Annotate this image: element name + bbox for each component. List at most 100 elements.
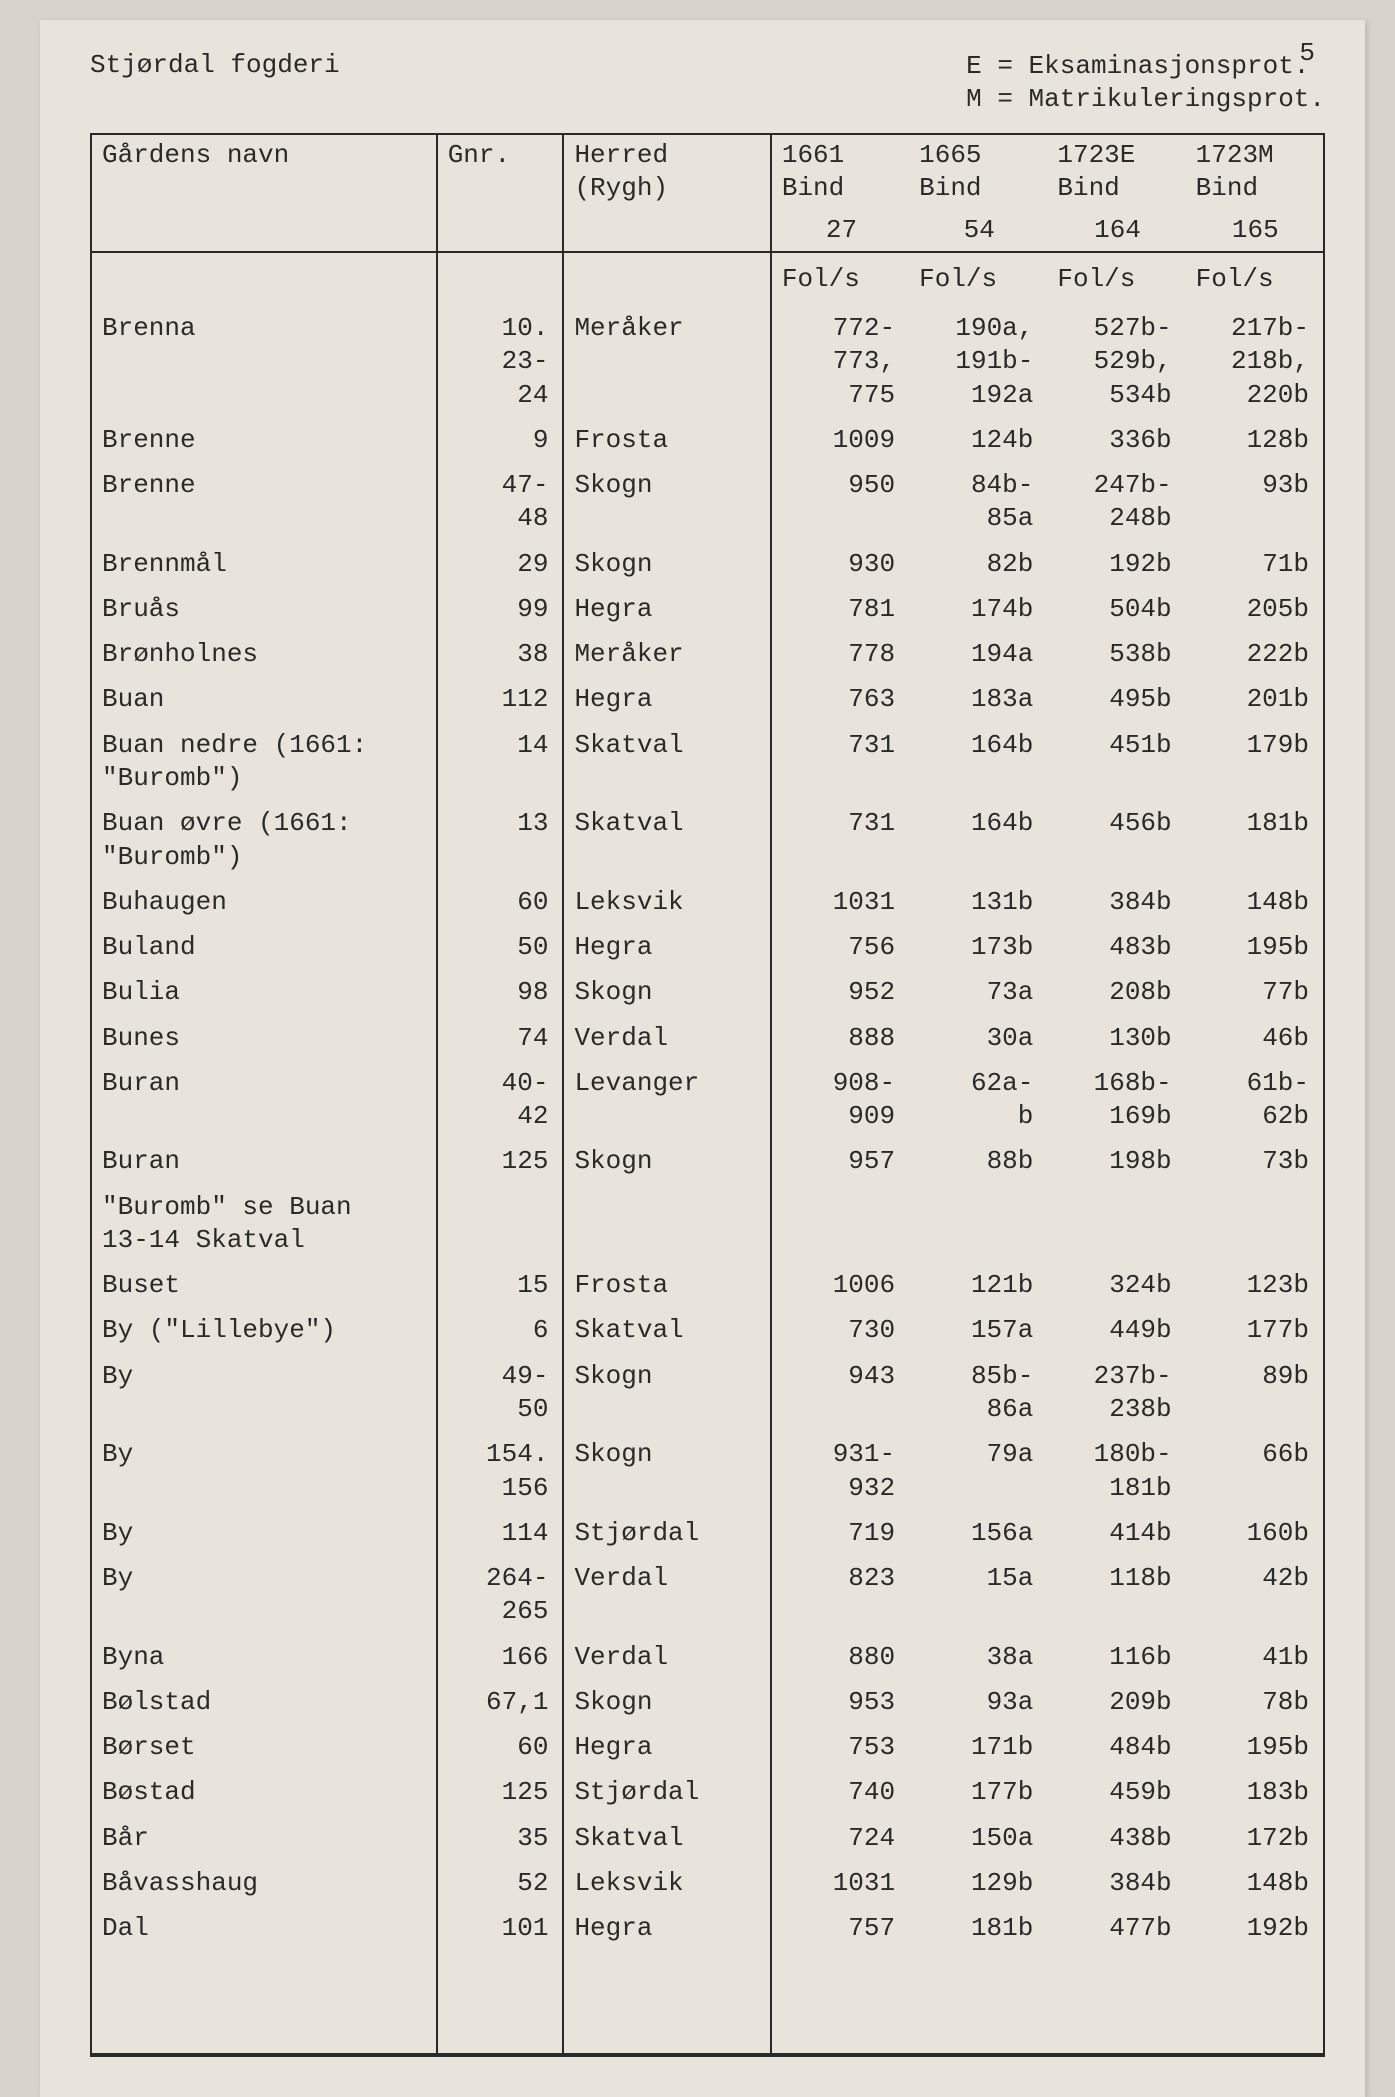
table-row: Bulia98Skogn95273a208b77b bbox=[91, 970, 1324, 1015]
cell-herred: Skatval bbox=[563, 801, 770, 880]
cell-navn: Bruås bbox=[91, 587, 437, 632]
cell-b1: 943 bbox=[771, 1354, 909, 1433]
cell-b4: 46b bbox=[1186, 1016, 1324, 1061]
cell-herred: Leksvik bbox=[563, 880, 770, 925]
col-gnr-header: Gnr. bbox=[437, 134, 564, 210]
blank bbox=[91, 253, 437, 306]
table-row: By154. 156Skogn931- 93279a180b- 181b66b bbox=[91, 1432, 1324, 1511]
cell-gnr: 125 bbox=[437, 1139, 564, 1184]
cell-herred: Hegra bbox=[563, 1906, 770, 1951]
cell-b1: 781 bbox=[771, 587, 909, 632]
cell-b2: 93a bbox=[909, 1680, 1047, 1725]
cell-b1: 763 bbox=[771, 677, 909, 722]
cell-navn: By bbox=[91, 1432, 437, 1511]
cell-herred: Verdal bbox=[563, 1556, 770, 1635]
cell-navn: Buland bbox=[91, 925, 437, 970]
cell-herred: Hegra bbox=[563, 677, 770, 722]
header-left: Stjørdal fogderi bbox=[90, 50, 340, 115]
cell-b3: 118b bbox=[1047, 1556, 1185, 1635]
cell-herred: Hegra bbox=[563, 925, 770, 970]
cell-b1: 957 bbox=[771, 1139, 909, 1184]
cell-gnr: 60 bbox=[437, 1725, 564, 1770]
cell-navn: Båvasshaug bbox=[91, 1861, 437, 1906]
table-row: Bår35Skatval724150a438b172b bbox=[91, 1816, 1324, 1861]
cell-navn: Buan nedre (1661: "Buromb") bbox=[91, 723, 437, 802]
cell-navn: By ("Lillebye") bbox=[91, 1308, 437, 1353]
cell-b2: 181b bbox=[909, 1906, 1047, 1951]
table-row: Bruås99Hegra781174b504b205b bbox=[91, 587, 1324, 632]
cell-b3: 384b bbox=[1047, 1861, 1185, 1906]
cell-b3: 504b bbox=[1047, 587, 1185, 632]
cell-navn: "Buromb" se Buan 13-14 Skatval bbox=[91, 1185, 437, 1264]
blank bbox=[437, 210, 564, 252]
cell-b3: 495b bbox=[1047, 677, 1185, 722]
cell-b3: 459b bbox=[1047, 1770, 1185, 1815]
cell-navn: Dal bbox=[91, 1906, 437, 1951]
cell-b4: 73b bbox=[1186, 1139, 1324, 1184]
cell-b3: 180b- 181b bbox=[1047, 1432, 1185, 1511]
cell-b1: 952 bbox=[771, 970, 909, 1015]
table-row: Brenna10. 23- 24Meråker772- 773, 775190a… bbox=[91, 306, 1324, 418]
cell-b2: 85b- 86a bbox=[909, 1354, 1047, 1433]
cell-b4 bbox=[1186, 1185, 1324, 1264]
table-row: Byna166Verdal88038a116b41b bbox=[91, 1635, 1324, 1680]
cell-b3: 209b bbox=[1047, 1680, 1185, 1725]
cell-b1: 908- 909 bbox=[771, 1061, 909, 1140]
cell-b1: 1006 bbox=[771, 1263, 909, 1308]
cell-herred: Skatval bbox=[563, 723, 770, 802]
cell-gnr bbox=[437, 1185, 564, 1264]
cell-gnr: 60 bbox=[437, 880, 564, 925]
cell-b3: 247b- 248b bbox=[1047, 463, 1185, 542]
cell-b1: 772- 773, 775 bbox=[771, 306, 909, 418]
cell-b2: 177b bbox=[909, 1770, 1047, 1815]
cell-b2: 30a bbox=[909, 1016, 1047, 1061]
fols-3: Fol/s bbox=[1047, 253, 1185, 306]
table-row: Brenne47- 48Skogn95084b- 85a247b- 248b93… bbox=[91, 463, 1324, 542]
cell-herred: Stjørdal bbox=[563, 1511, 770, 1556]
cell-b2: 194a bbox=[909, 632, 1047, 677]
cell-b3: 116b bbox=[1047, 1635, 1185, 1680]
cell-gnr: 154. 156 bbox=[437, 1432, 564, 1511]
cell-gnr: 114 bbox=[437, 1511, 564, 1556]
cell-gnr: 101 bbox=[437, 1906, 564, 1951]
cell-b1: 731 bbox=[771, 801, 909, 880]
cell-b2: 62a- b bbox=[909, 1061, 1047, 1140]
table-row: Brønholnes38Meråker778194a538b222b bbox=[91, 632, 1324, 677]
cell-herred: Stjørdal bbox=[563, 1770, 770, 1815]
cell-b2: 73a bbox=[909, 970, 1047, 1015]
table-row: By ("Lillebye")6Skatval730157a449b177b bbox=[91, 1308, 1324, 1353]
cell-gnr: 40- 42 bbox=[437, 1061, 564, 1140]
cell-b4: 201b bbox=[1186, 677, 1324, 722]
cell-navn: Bår bbox=[91, 1816, 437, 1861]
cell-herred: Skatval bbox=[563, 1816, 770, 1861]
cell-navn: Brenne bbox=[91, 418, 437, 463]
cell-b4: 77b bbox=[1186, 970, 1324, 1015]
cell-b1: 740 bbox=[771, 1770, 909, 1815]
cell-gnr: 74 bbox=[437, 1016, 564, 1061]
table-row: Buhaugen60Leksvik1031131b384b148b bbox=[91, 880, 1324, 925]
cell-b1: 953 bbox=[771, 1680, 909, 1725]
cell-b2: 79a bbox=[909, 1432, 1047, 1511]
cell-b2: 164b bbox=[909, 723, 1047, 802]
cell-herred: Skatval bbox=[563, 1308, 770, 1353]
cell-b2: 129b bbox=[909, 1861, 1047, 1906]
cell-b3: 414b bbox=[1047, 1511, 1185, 1556]
cell-b1: 931- 932 bbox=[771, 1432, 909, 1511]
cell-b4: 41b bbox=[1186, 1635, 1324, 1680]
cell-b2: 173b bbox=[909, 925, 1047, 970]
cell-navn: Brenne bbox=[91, 463, 437, 542]
cell-b2: 84b- 85a bbox=[909, 463, 1047, 542]
cell-navn: Bølstad bbox=[91, 1680, 437, 1725]
cell-herred: Frosta bbox=[563, 1263, 770, 1308]
cell-b1: 950 bbox=[771, 463, 909, 542]
cell-b2: 82b bbox=[909, 542, 1047, 587]
fols-1: Fol/s bbox=[771, 253, 909, 306]
blank bbox=[437, 253, 564, 306]
table-row: By49- 50Skogn94385b- 86a237b- 238b89b bbox=[91, 1354, 1324, 1433]
blank bbox=[563, 253, 770, 306]
cell-gnr: 99 bbox=[437, 587, 564, 632]
fols-4: Fol/s bbox=[1186, 253, 1324, 306]
cell-herred: Leksvik bbox=[563, 1861, 770, 1906]
cell-navn: Bøstad bbox=[91, 1770, 437, 1815]
cell-navn: Bunes bbox=[91, 1016, 437, 1061]
